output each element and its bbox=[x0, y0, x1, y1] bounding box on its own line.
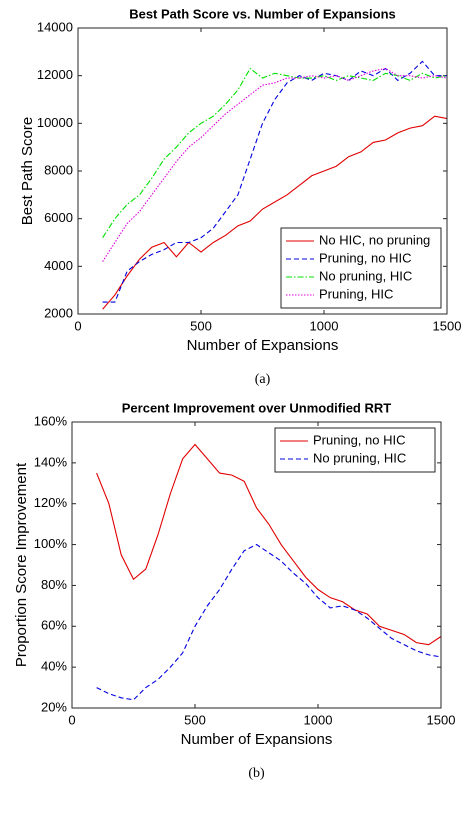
y-tick-label: 8000 bbox=[44, 162, 73, 177]
legend-label: Pruning, no HIC bbox=[313, 432, 406, 447]
y-tick-label: 120% bbox=[34, 495, 68, 510]
y-tick-label: 160% bbox=[34, 413, 68, 428]
x-axis-label: Number of Expansions bbox=[181, 731, 333, 748]
series-line bbox=[102, 67, 448, 239]
series-line bbox=[102, 67, 448, 262]
y-tick-label: 100% bbox=[34, 536, 68, 551]
y-tick-label: 4000 bbox=[44, 258, 73, 273]
caption: (a) bbox=[255, 372, 271, 387]
axes-box bbox=[71, 421, 442, 709]
legend-label: Pruning, HIC bbox=[319, 286, 393, 301]
x-tick-label: 0 bbox=[68, 712, 75, 727]
y-tick-label: 20% bbox=[41, 699, 67, 714]
legend-label: No pruning, HIC bbox=[313, 450, 406, 465]
series-line bbox=[102, 115, 448, 310]
series-line bbox=[102, 60, 447, 303]
x-tick-label: 500 bbox=[184, 712, 206, 727]
x-tick-label: 1500 bbox=[427, 712, 456, 727]
y-tick-label: 140% bbox=[34, 454, 68, 469]
y-tick-label: 40% bbox=[41, 659, 67, 674]
axes-box bbox=[77, 27, 448, 315]
x-tick-label: 500 bbox=[190, 318, 212, 333]
chart-title: Percent Improvement over Unmodified RRT bbox=[122, 400, 391, 415]
y-tick-label: 14000 bbox=[37, 19, 73, 34]
y-axis-label: Proportion Score Improvement bbox=[13, 462, 30, 667]
legend-label: No pruning, HIC bbox=[319, 268, 412, 283]
x-tick-label: 0 bbox=[74, 318, 81, 333]
caption: (b) bbox=[248, 766, 265, 781]
chart-title: Best Path Score vs. Number of Expansions bbox=[129, 6, 396, 21]
y-tick-label: 60% bbox=[41, 618, 67, 633]
y-tick-label: 2000 bbox=[44, 305, 73, 320]
legend-label: No HIC, no pruning bbox=[319, 232, 430, 247]
series-line bbox=[96, 443, 442, 646]
x-tick-label: 1000 bbox=[304, 712, 333, 727]
legend-box bbox=[274, 427, 436, 473]
y-tick-label: 10000 bbox=[37, 115, 73, 130]
x-tick-label: 1000 bbox=[310, 318, 339, 333]
series-line bbox=[96, 543, 442, 701]
legend-label: Pruning, no HIC bbox=[319, 250, 412, 265]
x-tick-label: 1500 bbox=[433, 318, 462, 333]
y-tick-label: 12000 bbox=[37, 67, 73, 82]
y-tick-label: 80% bbox=[41, 577, 67, 592]
y-axis-label: Best Path Score bbox=[19, 117, 36, 225]
x-axis-label: Number of Expansions bbox=[187, 337, 339, 354]
y-tick-label: 6000 bbox=[44, 210, 73, 225]
